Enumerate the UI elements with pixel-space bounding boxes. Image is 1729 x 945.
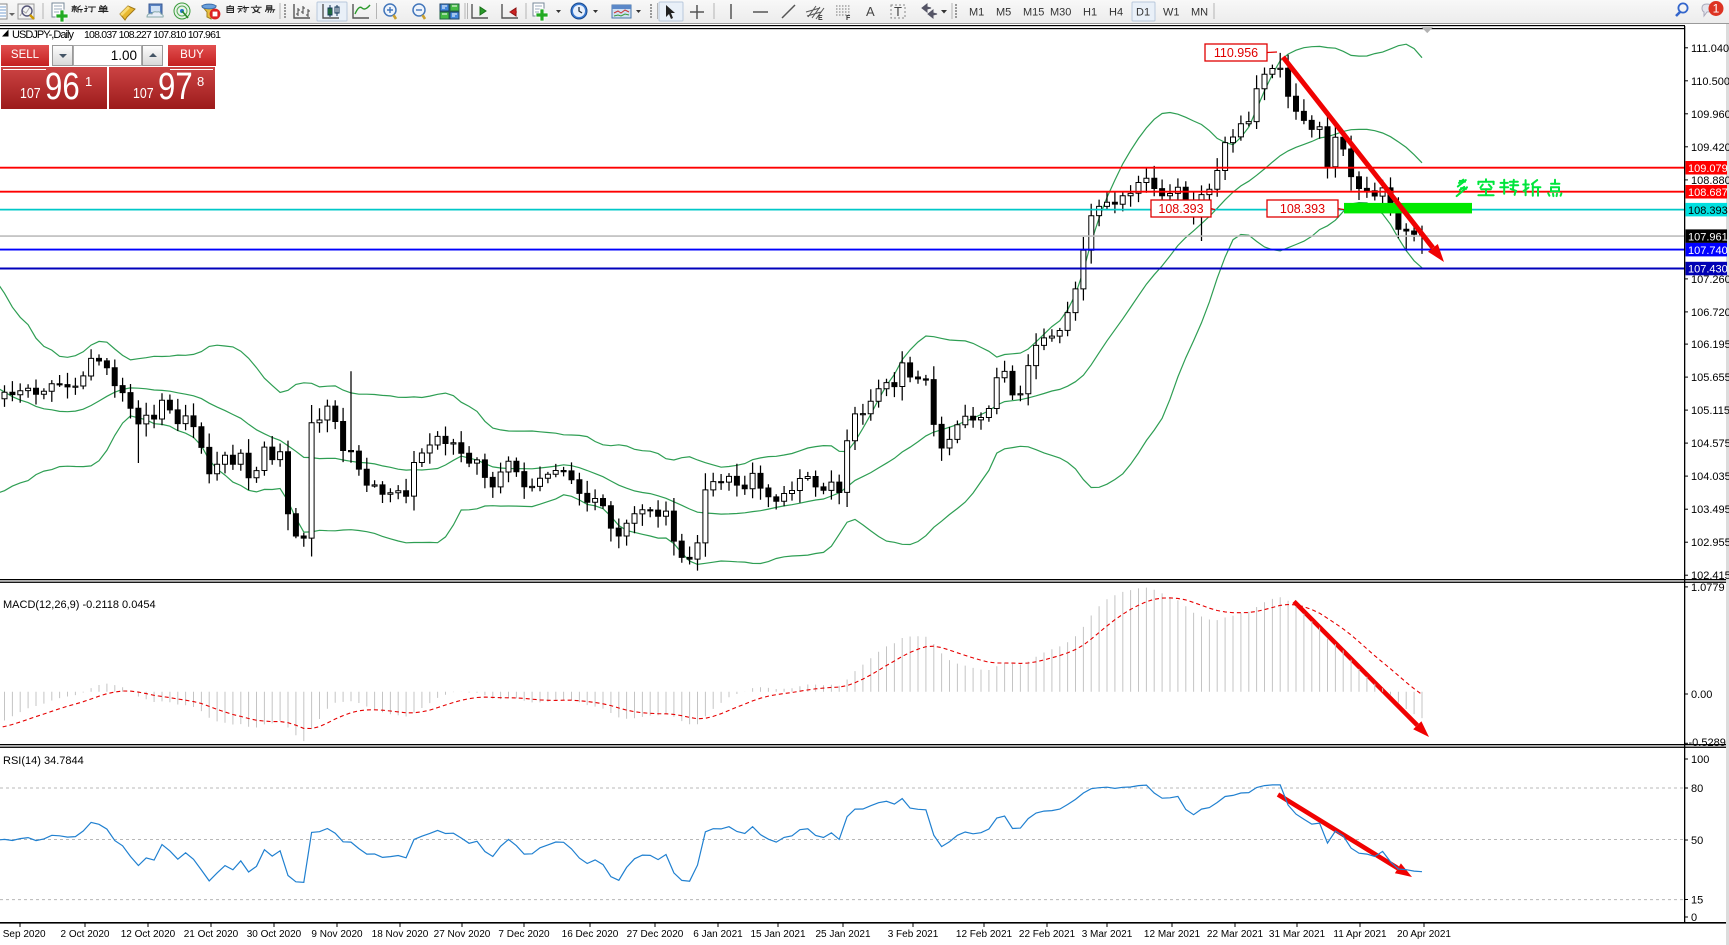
svg-text:M5: M5 xyxy=(996,7,1011,19)
svg-text:22 Mar 2021: 22 Mar 2021 xyxy=(1207,929,1264,940)
svg-text:25 Jan 2021: 25 Jan 2021 xyxy=(815,929,870,940)
svg-text:107.961: 107.961 xyxy=(1688,231,1728,243)
svg-text:108.393: 108.393 xyxy=(1158,202,1203,216)
svg-text:-0.5289: -0.5289 xyxy=(1689,737,1726,749)
svg-text:107.740: 107.740 xyxy=(1688,245,1728,257)
svg-text:21 Oct 2020: 21 Oct 2020 xyxy=(184,929,239,940)
svg-text:6 Jan 2021: 6 Jan 2021 xyxy=(693,929,743,940)
svg-text:M15: M15 xyxy=(1023,7,1044,19)
svg-text:106.720: 106.720 xyxy=(1691,307,1729,319)
svg-text:3 Mar 2021: 3 Mar 2021 xyxy=(1082,929,1133,940)
svg-text:M1: M1 xyxy=(969,7,984,19)
svg-text:111.040: 111.040 xyxy=(1691,43,1729,55)
svg-text:107.430: 107.430 xyxy=(1688,264,1728,276)
svg-text:108.393: 108.393 xyxy=(1688,205,1728,217)
svg-text:USDJPY-,Daily: USDJPY-,Daily xyxy=(12,29,75,41)
svg-text:109.420: 109.420 xyxy=(1691,142,1729,154)
svg-text:F: F xyxy=(846,15,851,22)
svg-text:15 Jan 2021: 15 Jan 2021 xyxy=(750,929,805,940)
svg-text:0.00: 0.00 xyxy=(1691,689,1712,701)
svg-text:15: 15 xyxy=(1691,895,1703,907)
svg-text:27 Nov 2020: 27 Nov 2020 xyxy=(434,929,491,940)
svg-text:16 Dec 2020: 16 Dec 2020 xyxy=(562,929,619,940)
svg-text:102.415: 102.415 xyxy=(1691,570,1729,582)
svg-text:11 Apr 2021: 11 Apr 2021 xyxy=(1333,929,1387,940)
svg-text:7 Dec 2020: 7 Dec 2020 xyxy=(498,929,550,940)
svg-text:RSI(14) 34.7844: RSI(14) 34.7844 xyxy=(3,755,84,767)
svg-text:30 Oct 2020: 30 Oct 2020 xyxy=(247,929,302,940)
svg-text:3 Feb 2021: 3 Feb 2021 xyxy=(888,929,939,940)
svg-text:100: 100 xyxy=(1691,754,1709,766)
svg-text:27 Dec 2020: 27 Dec 2020 xyxy=(627,929,684,940)
svg-text:108.687: 108.687 xyxy=(1688,187,1728,199)
svg-text:31 Mar 2021: 31 Mar 2021 xyxy=(1269,929,1326,940)
svg-text:D1: D1 xyxy=(1136,7,1150,19)
svg-text:H4: H4 xyxy=(1109,7,1123,19)
svg-text:106.195: 106.195 xyxy=(1691,339,1729,351)
svg-text:M30: M30 xyxy=(1050,7,1071,19)
svg-text:12 Feb 2021: 12 Feb 2021 xyxy=(956,929,1013,940)
svg-text:103.495: 103.495 xyxy=(1691,504,1729,516)
svg-text:50: 50 xyxy=(1691,835,1703,847)
svg-text:9 Nov 2020: 9 Nov 2020 xyxy=(311,929,363,940)
svg-text:H1: H1 xyxy=(1083,7,1097,19)
svg-text:104.035: 104.035 xyxy=(1691,471,1729,483)
svg-text:T: T xyxy=(894,4,902,19)
svg-text:108.037 108.227 107.810 107.96: 108.037 108.227 107.810 107.961 xyxy=(84,29,221,41)
svg-text:102.955: 102.955 xyxy=(1691,537,1729,549)
svg-text:109.960: 109.960 xyxy=(1691,109,1729,121)
svg-text:22 Feb 2021: 22 Feb 2021 xyxy=(1019,929,1076,940)
svg-text:105.655: 105.655 xyxy=(1691,372,1729,384)
svg-text:12 Mar 2021: 12 Mar 2021 xyxy=(1144,929,1201,940)
svg-text:E: E xyxy=(818,15,823,22)
svg-text:1.0779: 1.0779 xyxy=(1691,582,1725,594)
svg-text:20 Apr 2021: 20 Apr 2021 xyxy=(1397,929,1451,940)
svg-text:110.956: 110.956 xyxy=(1214,46,1258,60)
svg-text:109.079: 109.079 xyxy=(1688,163,1728,175)
svg-text:105.115: 105.115 xyxy=(1691,405,1729,417)
svg-text:104.575: 104.575 xyxy=(1691,438,1729,450)
svg-text:12 Oct 2020: 12 Oct 2020 xyxy=(121,929,176,940)
svg-text:MACD(12,26,9) -0.2118 0.0454: MACD(12,26,9) -0.2118 0.0454 xyxy=(3,599,156,611)
svg-text:A: A xyxy=(866,4,875,19)
svg-text:W1: W1 xyxy=(1163,7,1180,19)
svg-text:108.880: 108.880 xyxy=(1691,175,1729,187)
svg-text:110.500: 110.500 xyxy=(1691,76,1729,88)
svg-text:107.260: 107.260 xyxy=(1691,274,1729,286)
svg-text:3 Sep 2020: 3 Sep 2020 xyxy=(0,929,46,940)
svg-text:MN: MN xyxy=(1191,7,1208,19)
svg-text:2 Oct 2020: 2 Oct 2020 xyxy=(61,929,110,940)
svg-text:1: 1 xyxy=(1713,2,1720,16)
svg-text:0: 0 xyxy=(1691,912,1697,924)
svg-text:18 Nov 2020: 18 Nov 2020 xyxy=(372,929,429,940)
svg-text:80: 80 xyxy=(1691,783,1703,795)
svg-text:108.393: 108.393 xyxy=(1280,202,1325,216)
